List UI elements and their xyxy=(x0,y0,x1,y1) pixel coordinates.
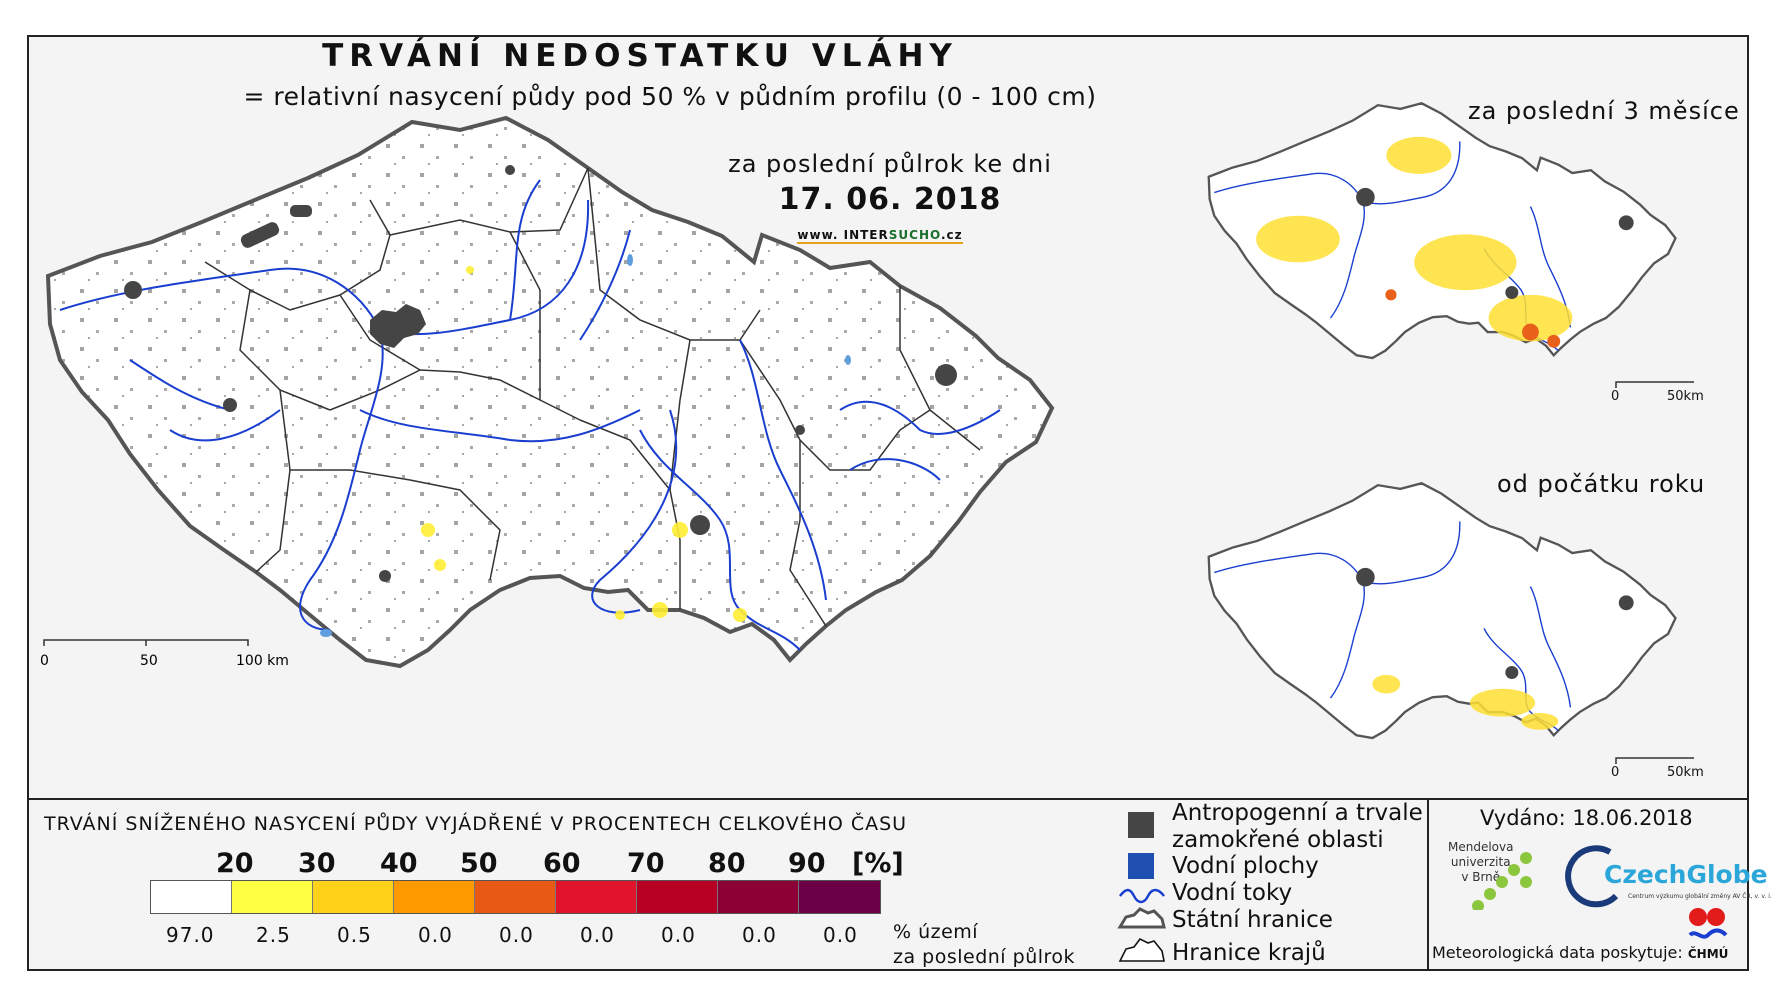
legend-swatch xyxy=(799,881,880,913)
legend-area-percent: 0.0 xyxy=(661,923,696,947)
legend-swatch xyxy=(151,881,232,913)
key-region-border-label: Hranice krajů xyxy=(1172,940,1326,966)
inset-ytd-scale-0: 0 xyxy=(1611,765,1620,780)
main-scale-100: 100 km xyxy=(236,653,289,669)
main-scale-bar xyxy=(43,639,249,646)
legend-swatch xyxy=(637,881,718,913)
legend-swatch xyxy=(313,881,394,913)
inset-3m-scale-50: 50km xyxy=(1667,389,1704,404)
water-swatch xyxy=(1128,853,1154,879)
czechglobe-logo-icon xyxy=(1565,845,1619,908)
inset-3m-scale xyxy=(1615,381,1694,388)
main-scale-0: 0 xyxy=(40,653,49,669)
legend-area-percent: 0.0 xyxy=(742,923,777,947)
legend-threshold: 80 xyxy=(708,848,746,879)
legend-area-label: % území za poslední půlrok xyxy=(893,921,1076,968)
legend-area-percent: 0.0 xyxy=(499,923,534,947)
main-map: 0 50 100 km xyxy=(40,115,1055,669)
inset-map-ytd xyxy=(1207,482,1677,740)
website-link[interactable]: www. INTERSUCHO.cz xyxy=(797,228,963,244)
inset-ytd-scale-50: 50km xyxy=(1667,765,1704,780)
legend-swatch xyxy=(718,881,799,913)
legend-unit: [%] xyxy=(852,848,904,879)
legend-threshold: 30 xyxy=(298,848,336,879)
czechglobe-subtitle: Centrum výzkumu globální změny AV ČR, v.… xyxy=(1628,893,1772,900)
chmu-logo-icon xyxy=(1688,908,1728,939)
legend-swatch xyxy=(475,881,556,913)
legend-area-percent: 2.5 xyxy=(256,923,291,947)
region-border-icon xyxy=(1118,937,1165,962)
legend-swatch xyxy=(394,881,475,913)
key-state-border-label: Státní hranice xyxy=(1172,907,1333,933)
map-subtitle: = relativní nasycení půdy pod 50 % v půd… xyxy=(243,82,1097,111)
map-title: TRVÁNÍ NEDOSTATKU VLÁHY xyxy=(322,38,958,74)
inset-3m-title: za poslední 3 měsíce xyxy=(1468,97,1740,125)
legend-area-percent: 0.0 xyxy=(580,923,615,947)
inset-ytd-scale xyxy=(1615,757,1694,764)
key-river-label: Vodní toky xyxy=(1172,880,1293,906)
legend-area-percent: 0.0 xyxy=(418,923,453,947)
legend-threshold: 20 xyxy=(216,848,254,879)
legend-threshold: 70 xyxy=(627,848,665,879)
czechglobe-logo-text: CzechGlobe xyxy=(1604,860,1768,889)
legend-swatch xyxy=(556,881,637,913)
mendel-logo-text: Mendelova univerzita v Brně xyxy=(1448,840,1514,884)
key-urban-label: Antropogenní a trvale zamokřené oblasti xyxy=(1172,800,1423,853)
legend-threshold: 50 xyxy=(460,848,498,879)
water-bodies xyxy=(320,254,851,637)
state-border-icon xyxy=(1117,907,1166,929)
data-provider-label: Meteorologická data poskytuje: ČHMÚ xyxy=(1432,943,1729,962)
legend-threshold: 90 xyxy=(788,848,826,879)
footer-separator xyxy=(1427,798,1429,971)
dry-patches xyxy=(421,266,747,622)
inset-map-3m xyxy=(1207,102,1677,360)
legend-area-percent: 0.0 xyxy=(823,923,858,947)
rivers xyxy=(59,179,1001,651)
legend-color-bar xyxy=(150,880,881,914)
legend-separator xyxy=(27,798,1749,800)
main-scale-50: 50 xyxy=(140,653,158,669)
urban-areas xyxy=(124,165,957,582)
period-label: za poslední půlrok ke dni xyxy=(728,150,1052,178)
chmu-label: ČHMÚ xyxy=(1687,947,1729,961)
issued-date: Vydáno: 18.06.2018 xyxy=(1480,806,1693,830)
key-water-label: Vodní plochy xyxy=(1172,853,1319,879)
urban-swatch xyxy=(1128,812,1154,838)
legend-area-percent: 97.0 xyxy=(166,923,215,947)
legend-area-percent: 0.5 xyxy=(337,923,372,947)
legend-swatch xyxy=(232,881,313,913)
river-icon xyxy=(1119,888,1165,904)
legend-title: TRVÁNÍ SNÍŽENÉHO NASYCENÍ PŮDY VYJÁDŘENÉ… xyxy=(44,813,908,835)
date-label: 17. 06. 2018 xyxy=(778,182,1002,217)
region-borders xyxy=(204,167,981,627)
inset-ytd-title: od počátku roku xyxy=(1497,470,1706,498)
mendel-logo-icon xyxy=(1472,852,1532,910)
inset-3m-scale-0: 0 xyxy=(1611,389,1620,404)
legend-threshold: 40 xyxy=(380,848,418,879)
legend-threshold: 60 xyxy=(543,848,581,879)
